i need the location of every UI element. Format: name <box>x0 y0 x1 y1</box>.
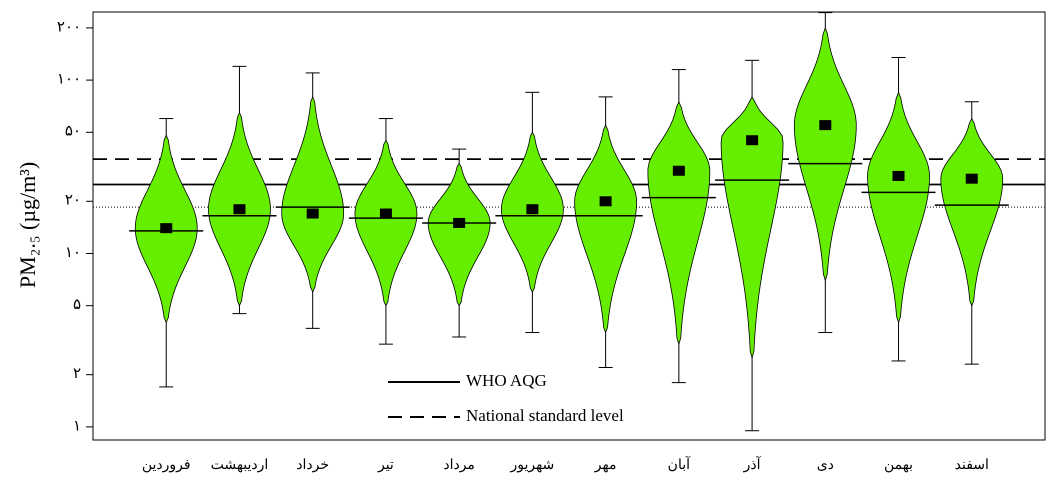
bean <box>720 96 784 360</box>
bean <box>574 124 638 334</box>
bean <box>427 162 491 307</box>
x-tick-label: تیر <box>377 458 394 473</box>
y-axis-label: PM₂.₅ (µg/m³) <box>15 162 40 288</box>
legend-label: WHO AQG <box>466 371 547 390</box>
x-tick-label: اردیبهشت <box>211 458 269 473</box>
x-tick-label: مرداد <box>443 458 475 473</box>
legend-label: National standard level <box>466 406 624 425</box>
plot-frame <box>92 11 1046 441</box>
x-tick-label: خرداد <box>296 458 329 473</box>
x-tick-label: اسفند <box>955 458 989 473</box>
x-tick-label: فروردین <box>142 458 191 473</box>
y-tick-label: ۲۰ <box>65 193 81 209</box>
y-tick-label: ۵۰ <box>65 124 81 140</box>
bean <box>793 26 857 282</box>
bean <box>281 95 345 293</box>
y-tick-label: ۲ <box>73 366 81 382</box>
x-tick-label: دی <box>817 458 834 473</box>
x-tick-label: بهمن <box>884 458 913 473</box>
y-tick-label: ۱ <box>73 418 81 434</box>
x-tick-label: مهر <box>594 458 617 473</box>
x-tick-label: آذر <box>743 455 762 473</box>
x-tick-label: آبان <box>668 455 691 473</box>
y-tick-label: ۱۰۰ <box>57 72 81 88</box>
y-tick-label: ۱۰ <box>65 245 81 261</box>
bean <box>940 117 1004 307</box>
y-tick-label: ۲۰۰ <box>57 19 81 35</box>
bean <box>867 91 930 324</box>
y-tick-label: ۵ <box>73 297 81 313</box>
bean <box>354 139 418 307</box>
x-tick-label: شهریور <box>509 458 554 473</box>
bean <box>647 100 711 346</box>
